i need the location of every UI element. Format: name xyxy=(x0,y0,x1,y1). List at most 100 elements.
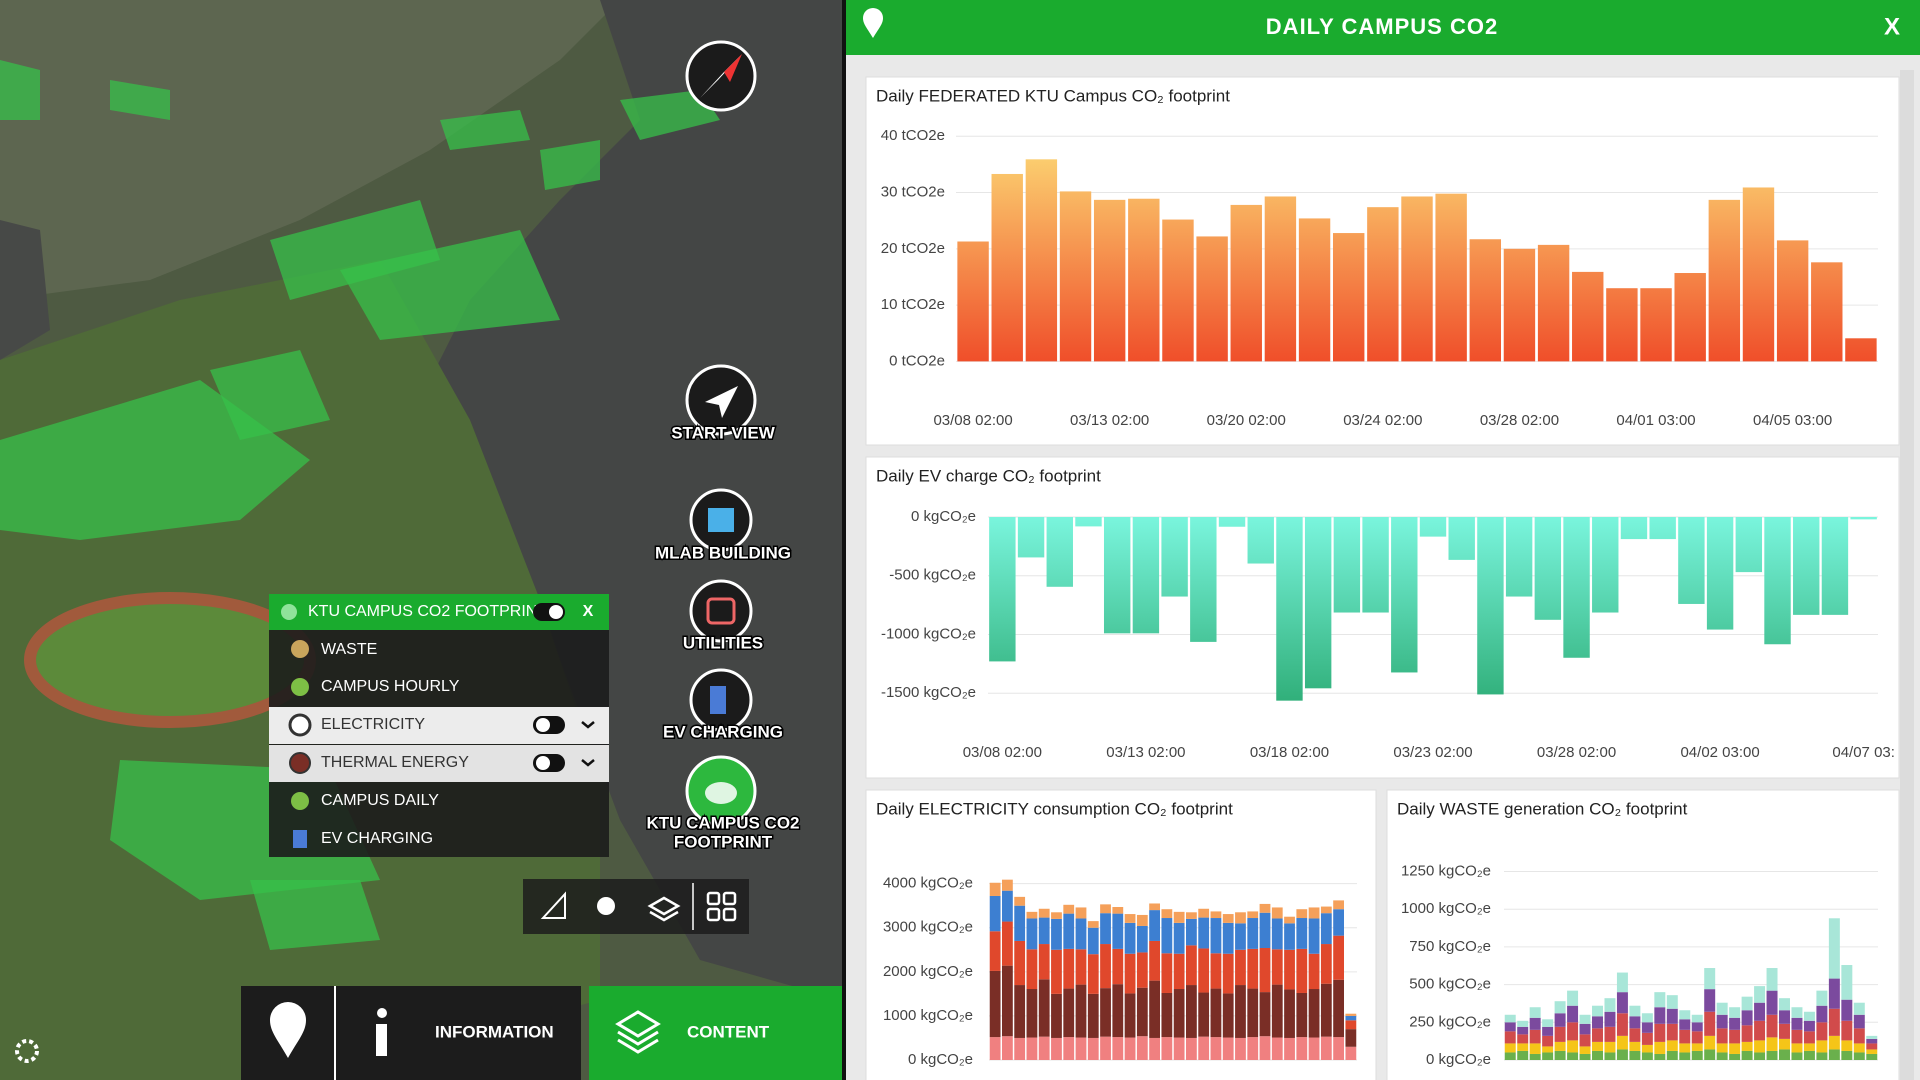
bar-segment xyxy=(1063,913,1075,949)
bar-segment xyxy=(1222,922,1234,954)
bar-segment xyxy=(1779,1010,1790,1024)
bar xyxy=(1103,517,1131,634)
bar-segment xyxy=(1841,1020,1853,1041)
bar-segment xyxy=(1026,949,1038,990)
bar xyxy=(1298,218,1331,362)
bar-segment xyxy=(1136,925,1148,953)
bar-segment xyxy=(1592,1028,1603,1042)
bar-segment xyxy=(1641,1052,1653,1060)
scrollbar[interactable] xyxy=(1900,70,1914,1080)
settings[interactable] xyxy=(15,1039,39,1063)
start-view-button[interactable]: START VIEW xyxy=(670,364,777,444)
bar-segment xyxy=(1679,1043,1691,1053)
bar-segment xyxy=(1679,1029,1691,1044)
bar-segment xyxy=(1038,908,1050,918)
bar-segment xyxy=(1087,927,1099,955)
icon xyxy=(291,678,309,696)
bar-segment xyxy=(1051,1037,1062,1060)
ev-charging-button[interactable]: EV CHARGING xyxy=(662,668,784,743)
light-tool[interactable] xyxy=(597,897,615,915)
menu-label: CAMPUS DAILY xyxy=(321,792,439,809)
bar-segment xyxy=(1853,1052,1865,1060)
bar-segment xyxy=(1112,948,1124,985)
bar-segment xyxy=(1504,1022,1516,1032)
menu-item[interactable]: WASTE xyxy=(291,640,377,658)
bar-segment xyxy=(1186,918,1197,946)
campus-co2-button[interactable]: KTU CAMPUS CO2 FOOTPRINT xyxy=(645,755,801,853)
button-label: MLAB BUILDING xyxy=(655,543,791,562)
bar-segment xyxy=(1284,949,1295,990)
bar-segment xyxy=(1026,918,1038,950)
bar xyxy=(1093,199,1126,362)
bar-segment xyxy=(1691,1043,1703,1051)
bar-segment xyxy=(1529,1053,1541,1060)
x-tick-label: 03/23 02:00 xyxy=(1393,744,1472,761)
content-button[interactable]: CONTENT xyxy=(615,1010,770,1054)
location-button[interactable] xyxy=(270,1002,306,1058)
bar-segment xyxy=(1641,1022,1653,1033)
chevron[interactable] xyxy=(581,759,595,767)
bar-segment xyxy=(1866,1035,1878,1039)
bar-segment xyxy=(1247,911,1259,919)
bar-segment xyxy=(1791,1029,1803,1044)
bar-segment xyxy=(1038,944,1050,980)
menu-item[interactable]: ELECTRICITY xyxy=(269,707,609,744)
layer-menu: KTU CAMPUS CO2 FOOTPRINT X WASTE CAMPUS … xyxy=(269,594,609,857)
chevron[interactable] xyxy=(581,721,595,729)
bar-segment xyxy=(1014,1037,1026,1060)
bar-segment xyxy=(1691,1022,1703,1032)
y-tick-label: 20 tCO2e xyxy=(881,240,945,257)
bar-segment xyxy=(1629,1050,1641,1060)
bar xyxy=(1606,288,1638,362)
measure-tool[interactable] xyxy=(540,891,566,919)
utilities-button[interactable]: UTILITIES xyxy=(681,579,765,654)
bar-segment xyxy=(1529,1043,1541,1054)
bar-segment xyxy=(1296,918,1308,949)
map[interactable]: START VIEW MLAB BUILDING UTILITIES EV CH… xyxy=(0,0,842,1080)
bar-segment xyxy=(1320,983,1332,1037)
building xyxy=(340,230,560,340)
apps-tool[interactable] xyxy=(706,891,737,922)
bar-segment xyxy=(1333,909,1344,936)
icon xyxy=(705,386,738,418)
layers-tool[interactable] xyxy=(647,896,681,922)
menu-item[interactable]: THERMAL ENERGY xyxy=(269,745,609,782)
menu-item[interactable]: CAMPUS DAILY xyxy=(291,792,439,810)
bar-segment xyxy=(1666,1040,1678,1051)
bar-segment xyxy=(1654,1007,1666,1024)
bar-segment xyxy=(1308,989,1320,1038)
x-tick-label: 03/13 02:00 xyxy=(1070,412,1149,429)
information-button[interactable]: INFORMATION xyxy=(376,1008,554,1056)
bar-segment xyxy=(1604,1041,1616,1053)
bar xyxy=(1469,239,1502,362)
bar-segment xyxy=(1284,1037,1295,1060)
menu-close[interactable]: X xyxy=(583,603,594,620)
bar xyxy=(1162,219,1194,362)
bar xyxy=(1025,159,1058,362)
bar-segment xyxy=(1704,1011,1716,1036)
icon xyxy=(708,508,734,532)
bar xyxy=(1477,517,1504,695)
bar-segment xyxy=(1517,1043,1529,1051)
bar-segment xyxy=(1235,1037,1246,1060)
bar xyxy=(1640,288,1672,362)
bar-segment xyxy=(1567,1005,1579,1023)
bar xyxy=(1845,338,1877,362)
bar-segment xyxy=(1592,1016,1603,1029)
bar-segment xyxy=(1766,1037,1778,1051)
bar-segment xyxy=(1641,1044,1653,1053)
menu-item[interactable]: CAMPUS HOURLY xyxy=(291,678,460,696)
bar-segment xyxy=(1161,909,1173,919)
x-tick-label: 04/01 03:00 xyxy=(1616,412,1695,429)
bar-segment xyxy=(1186,912,1197,919)
mlab-building-button[interactable]: MLAB BUILDING xyxy=(654,488,792,564)
bar-segment xyxy=(1679,1052,1691,1060)
bar xyxy=(1793,517,1820,615)
bar xyxy=(1537,244,1570,362)
bar xyxy=(1448,517,1475,560)
panel-close[interactable]: X xyxy=(1884,13,1900,40)
bar-segment xyxy=(1333,1037,1344,1060)
menu-item[interactable]: EV CHARGING xyxy=(293,830,433,848)
bar-segment xyxy=(1666,1050,1678,1060)
